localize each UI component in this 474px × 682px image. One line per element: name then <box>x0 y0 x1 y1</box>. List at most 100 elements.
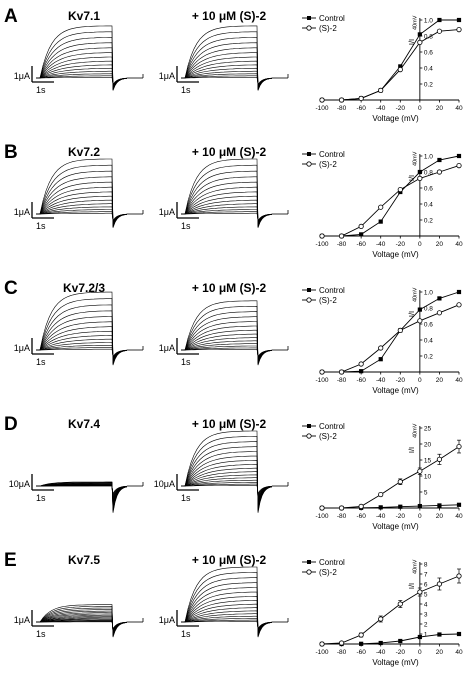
x-tick-label: 20 <box>436 377 444 384</box>
control-traces <box>36 291 144 366</box>
current-trace <box>181 52 273 89</box>
current-trace <box>36 621 128 630</box>
y-tick-label: 1.0 <box>424 289 433 296</box>
drug-title: + 10 μM (S)-2 <box>192 9 267 23</box>
series-control <box>319 153 462 239</box>
data-point <box>378 505 383 510</box>
series-line <box>321 575 460 645</box>
x-tick-label: -40 <box>376 241 386 248</box>
y-tick-label: 1 <box>424 631 428 638</box>
y-label-sub: 40mV <box>412 151 418 166</box>
data-point <box>378 345 384 351</box>
current-trace <box>181 158 273 228</box>
scale-bar: 10μA 1s <box>9 474 54 503</box>
current-trace <box>181 477 273 499</box>
data-point <box>378 87 384 94</box>
series-line <box>322 291 460 373</box>
scale-current-label: 1μA <box>14 615 30 625</box>
data-point <box>358 95 364 102</box>
iv-plot: -100 -80 -60 -40 -20 0 20 40 1 2 3 4 5 6 7 8 I/I 40mV Volt… <box>302 558 463 667</box>
scale-current-label: 1μA <box>159 615 175 625</box>
scale-bar-drug: 1μA 1s <box>159 338 199 367</box>
data-point <box>397 479 403 485</box>
data-point <box>397 187 403 193</box>
data-point <box>456 163 462 169</box>
scale-current-label: 1μA <box>159 343 175 353</box>
data-point <box>456 302 462 308</box>
data-point <box>417 39 423 46</box>
scale-time-label: 1s <box>36 629 46 639</box>
scale-bar: 1μA 1s <box>14 66 54 95</box>
scale-time-label: 1s <box>36 493 46 503</box>
data-point <box>417 503 422 509</box>
current-trace <box>36 348 128 358</box>
y-axis-label: I/I 40mV <box>407 15 419 45</box>
x-tick-label: -80 <box>337 513 347 520</box>
data-point <box>358 503 364 509</box>
current-trace <box>181 300 273 366</box>
scale-time-label: 1s <box>181 629 191 639</box>
y-axis-label: I/I 40mV <box>407 559 419 589</box>
x-tick-label: -40 <box>376 513 386 520</box>
y-tick-label: 0.4 <box>424 337 433 344</box>
scale-current-label: 1μA <box>159 207 175 217</box>
data-point <box>319 369 325 375</box>
panel-letter: E <box>4 550 17 571</box>
panel-letter: A <box>4 6 18 27</box>
legend-label: (S)-2 <box>319 160 337 169</box>
y-label-sub: 40mV <box>412 423 418 438</box>
panel-c: C Kv7.2/3 + 10 μM (S)-2 1μA 1s 1μA 1s -100 -80 -6… <box>4 278 463 395</box>
y-tick-label: 10 <box>424 473 432 480</box>
x-tick-label: -60 <box>356 377 366 384</box>
scale-current-label: 10μA <box>154 479 175 489</box>
series-line <box>322 155 460 237</box>
legend-marker <box>306 297 312 303</box>
scale-time-label: 1s <box>36 85 46 95</box>
iv-plot: -100 -80 -60 -40 -20 0 20 40 5 10 15 20 25 I/I 40mV Vol… <box>302 422 463 531</box>
data-point <box>417 175 423 181</box>
x-tick-label: -20 <box>396 241 406 248</box>
y-label-sub: 40mV <box>412 15 418 30</box>
data-point <box>417 468 423 474</box>
y-label-main: I/I <box>407 311 416 317</box>
data-point <box>437 157 442 163</box>
current-trace <box>181 621 273 630</box>
x-tick-label: -20 <box>396 513 406 520</box>
x-tick-label: -60 <box>356 241 366 248</box>
scale-current-label: 1μA <box>14 71 30 81</box>
scale-bar-drug: 10μA 1s <box>154 474 199 503</box>
legend: Control(S)-2 <box>302 150 345 169</box>
x-tick-label: -40 <box>376 649 386 656</box>
data-point <box>319 505 325 511</box>
y-tick-label: 0.2 <box>424 81 433 88</box>
y-tick-label: 4 <box>424 601 428 608</box>
y-tick-label: 0.4 <box>424 201 433 208</box>
scale-current-label: 1μA <box>14 207 30 217</box>
x-tick-label: -60 <box>356 649 366 656</box>
data-point <box>456 631 462 637</box>
data-point <box>338 97 345 103</box>
legend: Control(S)-2 <box>302 558 345 577</box>
current-trace <box>36 52 128 89</box>
x-tick-label: -20 <box>396 649 406 656</box>
data-point <box>436 581 443 587</box>
scale-current-label: 1μA <box>14 343 30 353</box>
y-tick-label: 3 <box>424 611 428 618</box>
current-trace <box>181 485 273 495</box>
y-label-main: I/I <box>407 175 416 181</box>
drug-traces <box>181 566 289 638</box>
y-axis-label: I/I 40mV <box>407 151 419 181</box>
legend-marker <box>307 424 311 428</box>
y-tick-label: 0.8 <box>424 305 433 312</box>
y-tick-label: 8 <box>424 561 428 568</box>
trace-title: Kv7.1 <box>68 9 100 23</box>
data-point <box>456 443 462 450</box>
data-point <box>417 307 422 312</box>
panel-letter: D <box>4 414 18 435</box>
x-tick-label: 40 <box>455 513 463 520</box>
drug-traces <box>181 300 289 366</box>
x-tick-label: -60 <box>356 105 366 112</box>
x-tick-label: 0 <box>418 105 422 112</box>
x-tick-label: 40 <box>455 649 463 656</box>
